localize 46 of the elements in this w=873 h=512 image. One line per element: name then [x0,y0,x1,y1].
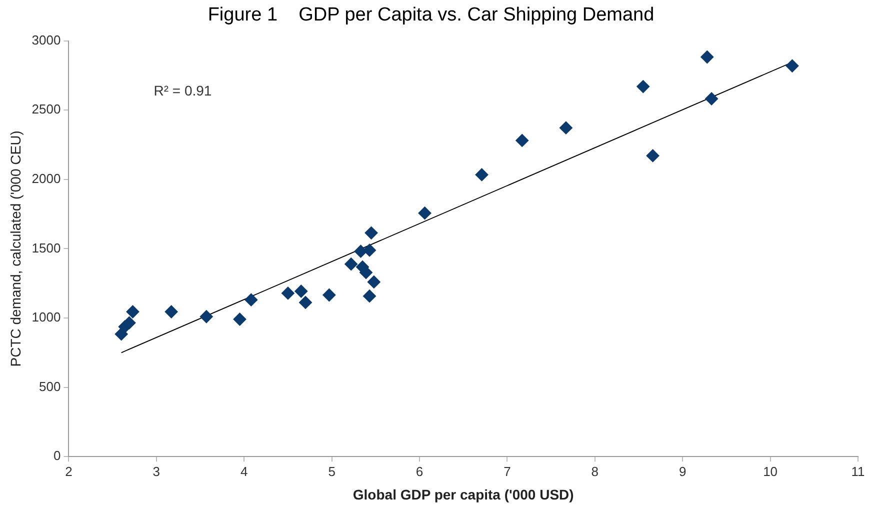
point [360,266,373,280]
point [233,312,246,326]
point [299,296,312,309]
x-axis-title: Global GDP per capita ('000 USD) [352,486,574,502]
x-tick-label: 10 [763,464,778,479]
point [363,244,376,257]
point [418,206,432,220]
y-axis-title: PCTC demand, calculated ('000 CEU) [7,130,24,367]
point [786,59,799,72]
point [281,286,294,300]
point [344,258,358,271]
point [363,290,376,303]
y-tick-label: 1000 [32,310,61,325]
annotation: R² = 0.91 [154,82,212,99]
point [354,244,368,258]
chart-title: Figure 1 GDP per Capita vs. Car Shipping Demand [208,4,654,26]
y-tick-label: 0 [53,448,61,464]
x-tick-label: 2 [65,464,72,479]
point [294,284,308,298]
x-tick-label: 7 [504,464,511,479]
x-tick-label: 8 [591,464,599,479]
x-tick-label: 4 [240,464,248,479]
point [636,80,650,94]
y-tick-label: 500 [39,378,61,394]
x-tick-label: 11 [851,464,865,479]
point [322,288,336,302]
point [700,50,714,64]
point [559,121,572,134]
point [200,310,213,324]
x-tick-label: 5 [328,464,336,479]
point [244,293,258,306]
y-tick-label: 3000 [32,32,61,48]
point [126,305,140,318]
point [646,149,660,162]
y-tick-label: 1500 [32,240,61,256]
x-tick-label: 6 [416,464,424,479]
y-tick-label: 2000 [32,170,61,186]
x-tick-label: 3 [152,464,160,479]
point [364,226,378,240]
point [705,92,718,106]
y-tick-label: 2500 [32,102,61,117]
point [516,134,529,147]
x-tick-label: 9 [678,464,686,479]
point [475,168,488,182]
point [367,275,380,288]
point [164,305,178,318]
